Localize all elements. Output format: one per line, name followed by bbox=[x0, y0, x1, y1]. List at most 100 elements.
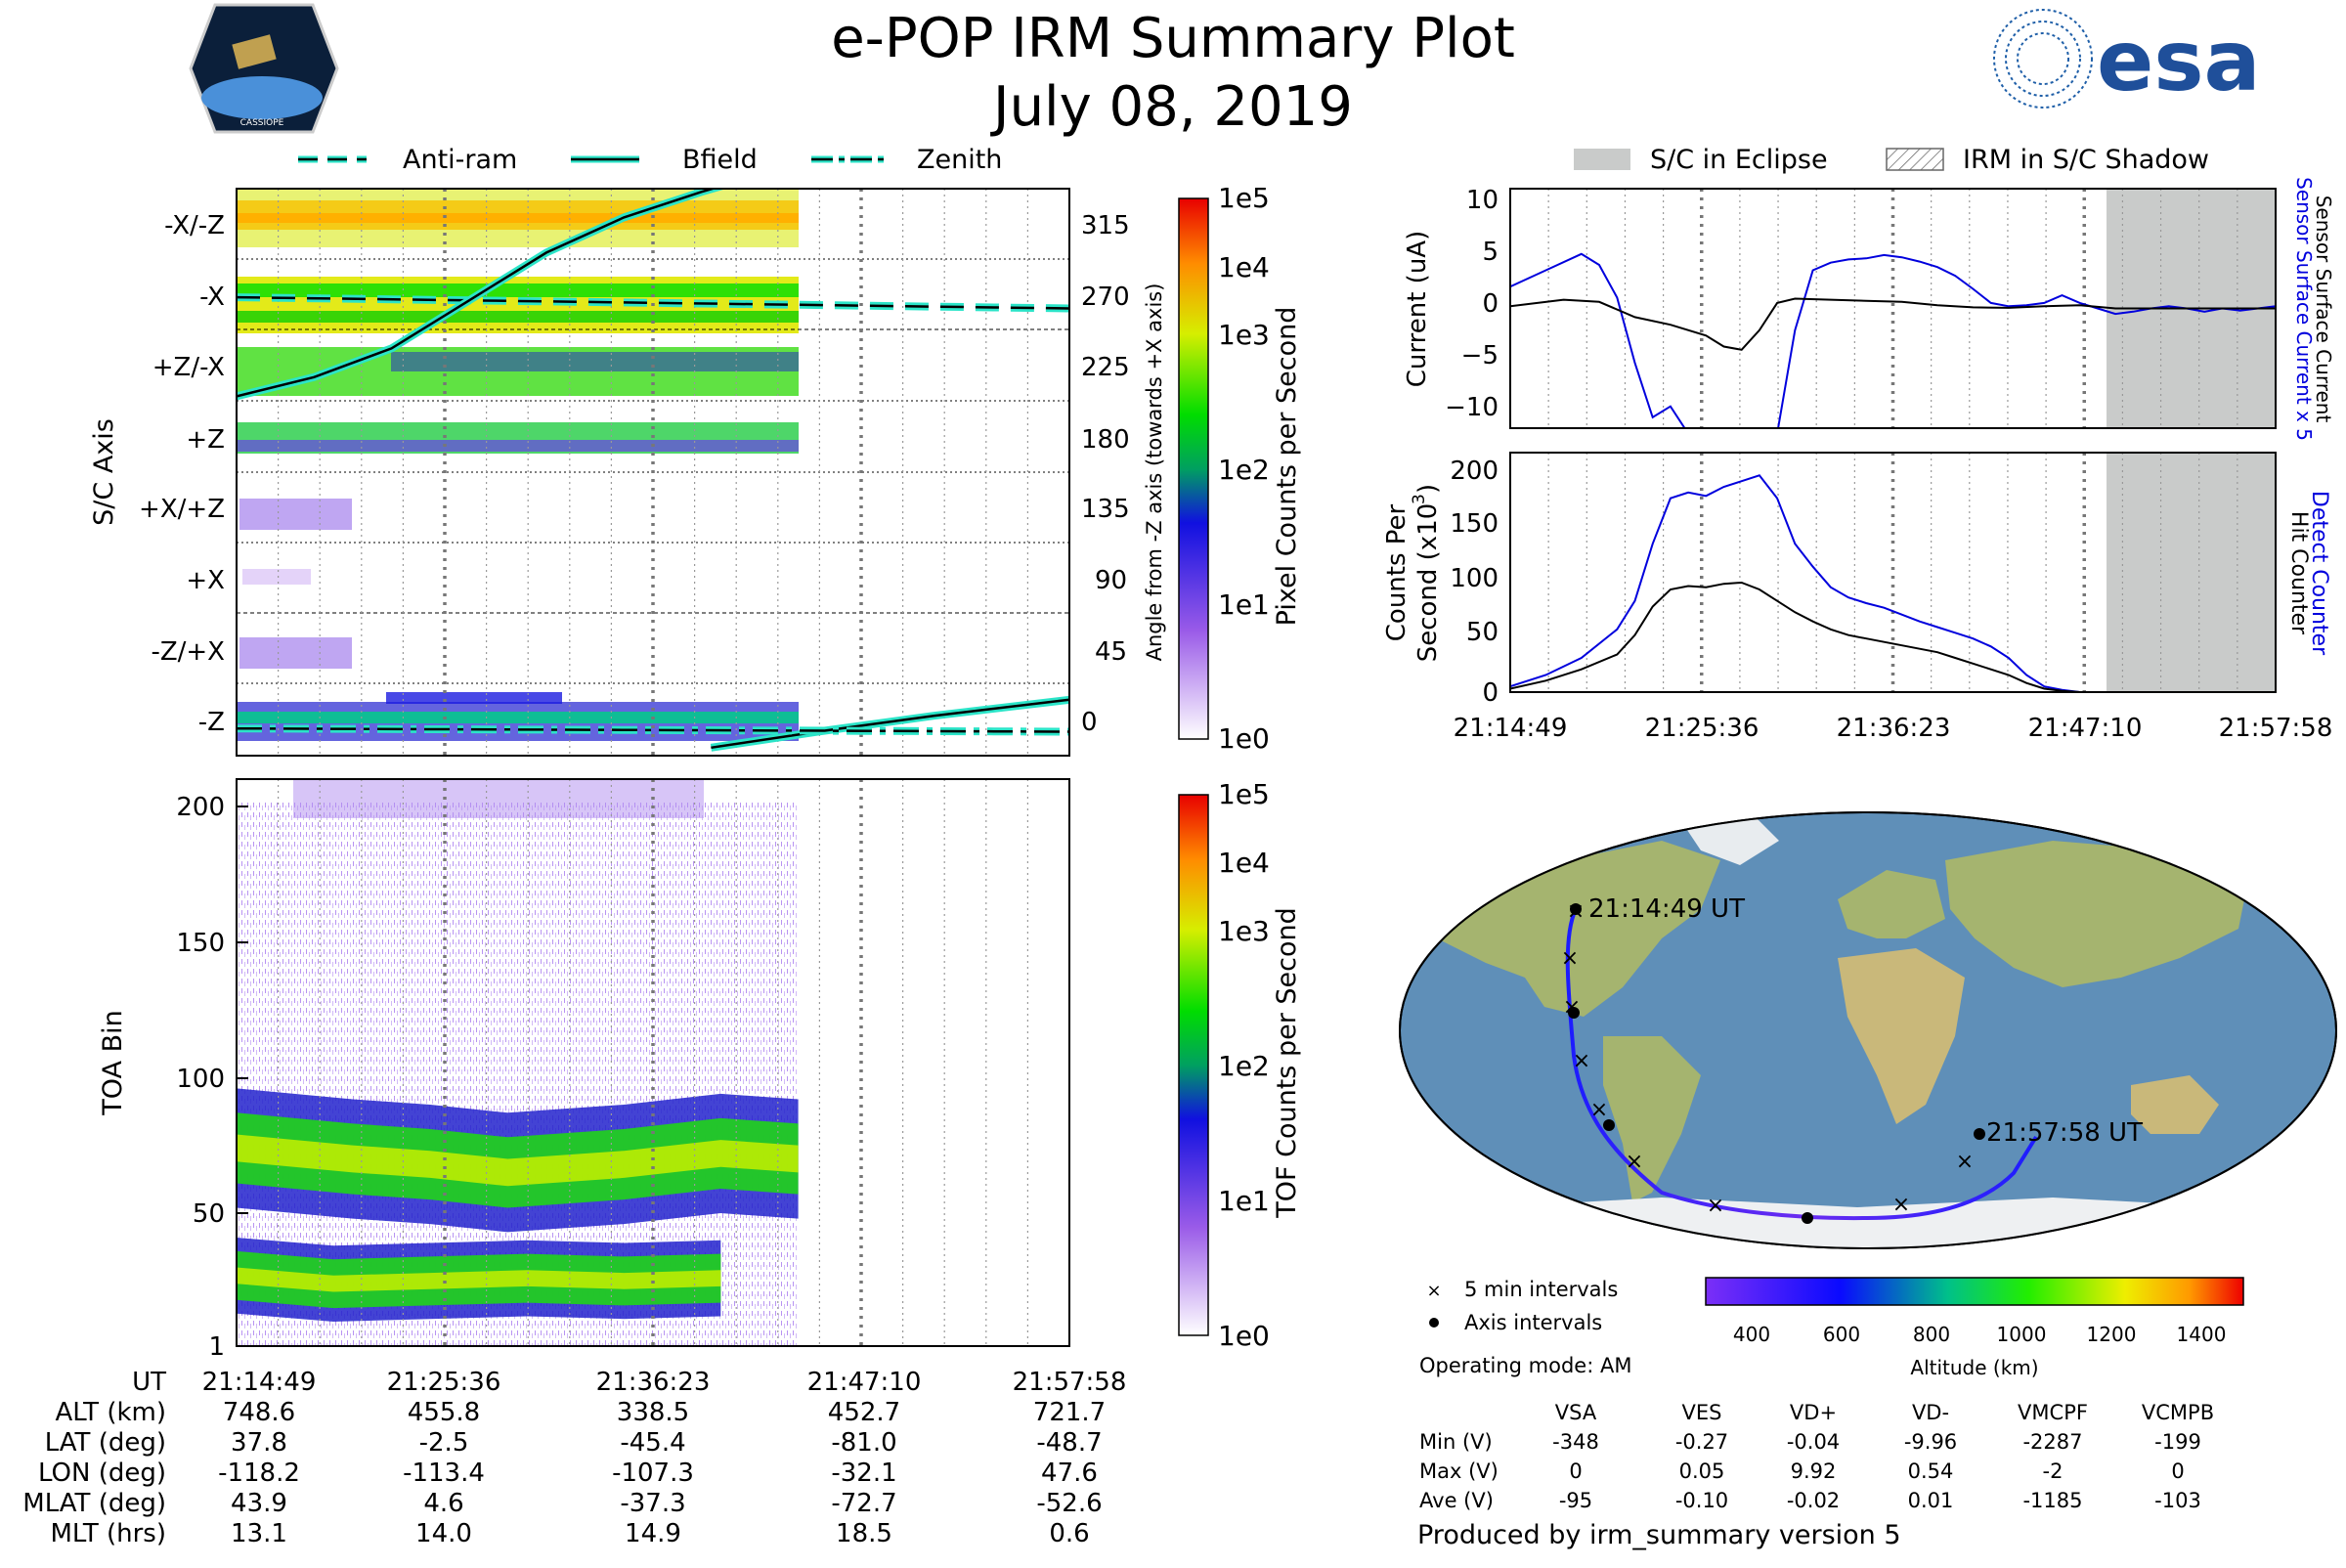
pixel-cbar-tick-1e3: 1e3 bbox=[1218, 319, 1270, 351]
volt-header: VES bbox=[1682, 1401, 1722, 1424]
ephem-cell: 21:36:23 bbox=[596, 1368, 711, 1397]
legend-shadow-swatch bbox=[1886, 148, 1944, 171]
counts-ylabel-line1: Counts Per bbox=[1382, 503, 1412, 641]
counts-ytick-100: 100 bbox=[1450, 564, 1499, 593]
sc-axis-angle-lines bbox=[237, 189, 1069, 752]
esa-logo: esa bbox=[1993, 9, 2261, 110]
ephem-cell: -118.2 bbox=[218, 1459, 300, 1488]
counts-xtick-4: 21:47:10 bbox=[2028, 714, 2143, 743]
ephem-cell: -107.3 bbox=[612, 1459, 694, 1488]
volt-cell: 0.01 bbox=[1908, 1489, 1954, 1512]
operating-mode: Operating mode: AM bbox=[1419, 1354, 1631, 1377]
current-ytick-5: 5 bbox=[1482, 238, 1499, 267]
toa-ytick-100: 100 bbox=[176, 1065, 225, 1094]
sc-axis-time-grid bbox=[278, 189, 1029, 756]
counts-ytick-150: 150 bbox=[1450, 509, 1499, 539]
current-panel: 10 5 0 −5 −10 Current (uA) Sensor Surfac… bbox=[1403, 177, 2335, 441]
volt-cell: -9.96 bbox=[1904, 1430, 1957, 1454]
map-start-label: 21:14:49 UT bbox=[1588, 894, 1745, 924]
legend-eclipse-swatch bbox=[1574, 149, 1630, 170]
ephem-cell: 47.6 bbox=[1041, 1459, 1098, 1488]
current-ytick-m10: −10 bbox=[1445, 393, 1499, 422]
ephem-cell: -2.5 bbox=[419, 1428, 469, 1458]
toa-ytick-200: 200 bbox=[176, 793, 225, 822]
axis-interval-marker bbox=[1974, 1128, 1985, 1140]
five-minute-marker: × bbox=[1590, 1098, 1608, 1122]
five-minute-marker: × bbox=[1561, 946, 1579, 971]
current-right-label-black: Sensor Surface Current bbox=[2312, 196, 2335, 423]
ephem-cell: 0.6 bbox=[1049, 1519, 1089, 1548]
angle-tick-135: 135 bbox=[1081, 495, 1130, 524]
map-legend: × 5 min intervals Axis intervals Operati… bbox=[1419, 1278, 1631, 1377]
volt-cell: 0.54 bbox=[1908, 1459, 1954, 1483]
current-series-black bbox=[1510, 297, 2276, 351]
volt-cell: -2287 bbox=[2022, 1430, 2082, 1454]
pixel-cbar-tick-1e0: 1e0 bbox=[1218, 722, 1270, 755]
ephem-row-label: LAT (deg) bbox=[45, 1428, 166, 1458]
altitude-colorbar: 400 600 800 1000 1200 1400 Altitude (km) bbox=[1705, 1277, 2244, 1379]
ephem-cell: 452.7 bbox=[828, 1398, 900, 1427]
five-minute-marker: × bbox=[1707, 1194, 1724, 1218]
toa-yticks: 200 150 100 50 1 bbox=[176, 793, 248, 1362]
volt-cell: 0 bbox=[2171, 1459, 2184, 1483]
legend-anti-ram: Anti-ram bbox=[298, 145, 517, 175]
counts-xtick-5: 21:57:58 bbox=[2219, 714, 2333, 743]
angle-tick-270: 270 bbox=[1081, 283, 1130, 312]
counts-right-label-black: Hit Counter bbox=[2286, 511, 2311, 635]
axis-label-pz-mx: +Z/-X bbox=[152, 353, 225, 382]
ephem-cell: 4.6 bbox=[423, 1489, 463, 1518]
alt-cbar-tick-1400: 1400 bbox=[2177, 1323, 2227, 1346]
toa-panel: 200 150 100 50 1 TOA Bin bbox=[98, 778, 1070, 1362]
world-map: ××××××××× 21:14:49 UT 21:57:58 UT bbox=[1399, 811, 2337, 1249]
ephem-cell: -81.0 bbox=[831, 1428, 896, 1458]
current-frame bbox=[1509, 188, 2277, 429]
ephem-cell: 21:57:58 bbox=[1013, 1368, 1127, 1397]
ephem-cell: 13.1 bbox=[231, 1519, 287, 1548]
volt-row-label: Ave (V) bbox=[1419, 1489, 1494, 1512]
ephem-cell: 721.7 bbox=[1033, 1398, 1106, 1427]
tof-cbar-tick-1e1: 1e1 bbox=[1218, 1185, 1270, 1217]
counts-xtick-1: 21:14:49 bbox=[1454, 714, 1568, 743]
footer-credit: Produced by irm_summary version 5 bbox=[1417, 1520, 1901, 1550]
legend-5min-label: 5 min intervals bbox=[1464, 1278, 1618, 1301]
counts-panel: 200 150 100 50 0 21:14:49 21:25:36 21:36… bbox=[1382, 452, 2333, 743]
volt-cell: -103 bbox=[2154, 1489, 2201, 1512]
tof-cbar-tick-1e0: 1e0 bbox=[1218, 1320, 1270, 1352]
axis-interval-marker bbox=[1802, 1212, 1813, 1224]
ephem-cell: 43.9 bbox=[231, 1489, 287, 1518]
ephemeris-table: UT 21:14:49 21:25:36 21:36:23 21:47:10 21:57:… bbox=[22, 1368, 1126, 1548]
counts-ylabel-line2: Second (x10 bbox=[1413, 503, 1443, 663]
counts-ylabel-close: ) bbox=[1413, 484, 1443, 494]
ephem-cell: 338.5 bbox=[617, 1398, 689, 1427]
counts-ytick-0: 0 bbox=[1482, 678, 1499, 708]
five-minute-marker: × bbox=[1573, 1049, 1590, 1073]
ephem-cell: 748.6 bbox=[223, 1398, 295, 1427]
ephem-cell: -113.4 bbox=[403, 1459, 485, 1488]
volt-row-label: Min (V) bbox=[1419, 1430, 1493, 1454]
counts-xtick-3: 21:36:23 bbox=[1837, 714, 1951, 743]
ephem-cell: 14.9 bbox=[625, 1519, 681, 1548]
pixel-cbar-tick-1e5: 1e5 bbox=[1218, 182, 1270, 214]
toa-ytick-150: 150 bbox=[176, 929, 225, 958]
five-minute-marker: × bbox=[1892, 1193, 1910, 1217]
tof-cbar-tick-1e5: 1e5 bbox=[1218, 778, 1270, 810]
pixel-colorbar: 1e5 1e4 1e3 1e2 1e1 1e0 Pixel Counts per… bbox=[1178, 182, 1302, 755]
alt-cbar-tick-400: 400 bbox=[1733, 1323, 1770, 1346]
counts-yticks: 200 150 100 50 0 bbox=[1450, 457, 1499, 708]
ephem-cell: 21:47:10 bbox=[807, 1368, 922, 1397]
ephem-cell: -32.1 bbox=[831, 1459, 896, 1488]
current-ytick-0: 0 bbox=[1482, 289, 1499, 319]
ephem-cell: 18.5 bbox=[836, 1519, 892, 1548]
counts-series-blue bbox=[1510, 474, 2276, 692]
axis-interval-marker bbox=[1568, 1007, 1580, 1019]
legend-axis-label: Axis intervals bbox=[1464, 1311, 1602, 1334]
axis-label-mx: -X bbox=[199, 283, 225, 312]
sc-axis-panel: -X/-Z -X +Z/-X +Z +X/+Z +X -Z/+X -Z 315 … bbox=[89, 188, 1166, 757]
legend-shadow-label: IRM in S/C Shadow bbox=[1963, 145, 2209, 175]
toa-lower-band-core bbox=[237, 1267, 721, 1292]
angle-tick-225: 225 bbox=[1081, 353, 1130, 382]
toa-ytick-1: 1 bbox=[208, 1332, 225, 1362]
volt-header: VCMPB bbox=[2142, 1401, 2214, 1424]
current-yticks: 10 5 0 −5 −10 bbox=[1445, 186, 1499, 422]
ephem-cell: 455.8 bbox=[408, 1398, 480, 1427]
